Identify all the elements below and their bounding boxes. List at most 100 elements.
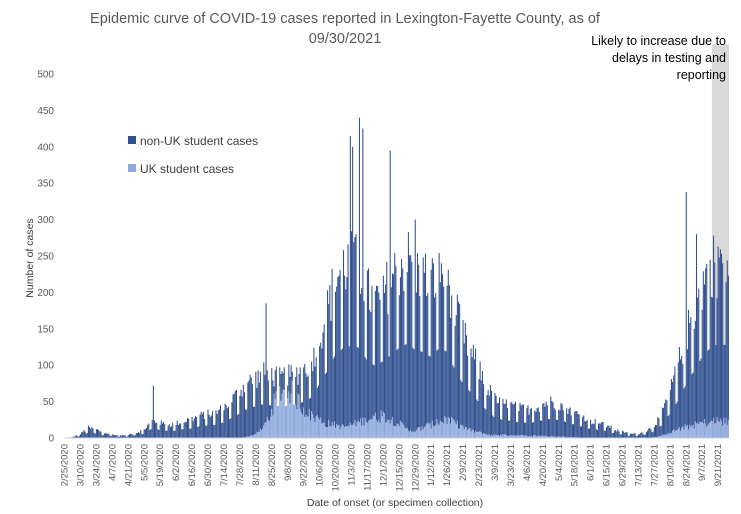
non-uk-student-bar	[127, 435, 129, 438]
uk-student-bar	[257, 431, 259, 438]
x-tick-label: 8/10/2021	[665, 444, 676, 486]
non-uk-student-bar	[604, 430, 606, 438]
uk-student-bar	[546, 436, 548, 438]
non-uk-student-bar	[118, 436, 120, 438]
x-tick-label: 10/6/2020	[315, 444, 326, 486]
x-tick-label: 7/28/2020	[235, 444, 246, 486]
non-uk-student-bar	[389, 150, 391, 424]
non-uk-student-bar	[568, 408, 570, 438]
uk-student-bar	[255, 434, 257, 438]
x-tick-label: 6/16/2020	[187, 444, 198, 486]
uk-student-bar	[304, 416, 306, 438]
non-uk-student-bar	[629, 433, 631, 438]
non-uk-student-bar	[350, 231, 352, 425]
x-tick-label: 8/25/2020	[267, 444, 278, 486]
non-uk-student-bar	[247, 382, 249, 437]
non-uk-student-bar	[217, 410, 219, 438]
non-uk-student-bar	[290, 365, 292, 394]
x-tick-label: 9/21/2021	[713, 444, 724, 486]
uk-student-bar	[446, 424, 448, 438]
non-uk-student-bar	[213, 424, 215, 438]
uk-student-bar	[465, 427, 468, 438]
non-uk-student-bar	[230, 418, 232, 438]
non-uk-student-bar	[191, 416, 193, 438]
uk-student-bar	[673, 429, 675, 438]
non-uk-student-bar	[492, 415, 494, 436]
non-uk-student-bar	[690, 317, 692, 428]
uk-student-bar	[703, 419, 705, 438]
non-uk-student-bar	[440, 263, 442, 422]
non-uk-student-bar	[697, 297, 699, 423]
non-uk-student-bar	[223, 410, 225, 438]
non-uk-student-bar	[489, 384, 491, 436]
non-uk-student-bar	[385, 284, 387, 423]
non-uk-student-bar	[461, 381, 463, 425]
uk-student-bar	[427, 422, 429, 438]
non-uk-student-bar	[397, 348, 399, 425]
uk-student-bar	[253, 435, 255, 438]
non-uk-student-bar	[152, 385, 154, 438]
reporting-delay-shaded-region	[711, 44, 729, 438]
uk-student-bar	[338, 424, 340, 438]
non-uk-student-bar	[306, 376, 308, 417]
non-uk-student-bar	[188, 418, 190, 438]
non-uk-student-bar	[354, 237, 356, 420]
uk-student-bar	[377, 421, 379, 438]
non-uk-student-bar	[454, 325, 456, 422]
uk-student-bar	[275, 391, 277, 438]
uk-student-bar	[393, 425, 395, 438]
non-uk-student-bar	[212, 411, 214, 438]
non-uk-student-bar	[81, 432, 83, 438]
non-uk-student-bar	[710, 296, 712, 421]
non-uk-student-bar	[445, 351, 447, 418]
uk-student-bar	[407, 430, 409, 438]
non-uk-student-bar	[527, 405, 529, 437]
uk-student-bar	[668, 434, 670, 438]
uk-student-bar	[685, 426, 687, 438]
legend-label-uk: UK student cases	[140, 162, 234, 176]
non-uk-student-bar	[598, 423, 600, 438]
uk-student-bar	[281, 393, 283, 438]
uk-student-bar	[426, 423, 428, 438]
uk-student-bar	[312, 413, 314, 438]
non-uk-student-bar	[658, 418, 660, 437]
non-uk-student-bar	[569, 407, 571, 438]
uk-student-bar	[506, 435, 509, 438]
non-uk-student-bar	[358, 117, 360, 422]
non-uk-student-bar	[168, 424, 170, 438]
non-uk-student-bar	[470, 348, 472, 432]
non-uk-student-bar	[590, 419, 592, 438]
uk-student-bar	[423, 427, 425, 438]
non-uk-student-bar	[603, 430, 605, 438]
non-uk-student-bar	[241, 396, 243, 438]
non-uk-student-bar	[404, 344, 406, 428]
non-uk-student-bar	[620, 434, 622, 438]
y-tick-label: 450	[37, 106, 54, 117]
non-uk-student-bar	[487, 389, 489, 436]
non-uk-student-bar	[291, 371, 293, 381]
non-uk-student-bar	[512, 404, 514, 436]
uk-student-bar	[324, 426, 326, 438]
non-uk-student-bar	[101, 435, 103, 438]
y-tick-label: 250	[37, 252, 54, 263]
non-uk-student-bar	[599, 423, 601, 438]
uk-student-bar	[541, 435, 543, 438]
uk-student-bar	[535, 435, 537, 438]
non-uk-student-bar	[462, 320, 464, 427]
uk-student-bar	[508, 435, 510, 438]
non-uk-student-bar	[439, 282, 441, 421]
y-tick-label: 50	[43, 397, 55, 408]
non-uk-student-bar	[698, 288, 700, 425]
uk-student-bar	[268, 420, 271, 438]
non-uk-student-bar	[114, 435, 116, 438]
non-uk-student-bar	[657, 416, 659, 437]
uk-student-bar	[525, 435, 527, 438]
non-uk-student-bar	[510, 401, 512, 436]
non-uk-student-bar	[132, 434, 134, 438]
uk-student-bar	[677, 428, 679, 438]
non-uk-student-bar	[588, 428, 590, 438]
uk-student-bar	[505, 435, 507, 438]
non-uk-student-bar	[264, 374, 266, 423]
uk-student-bar	[352, 424, 354, 438]
non-uk-student-bar	[126, 436, 128, 438]
